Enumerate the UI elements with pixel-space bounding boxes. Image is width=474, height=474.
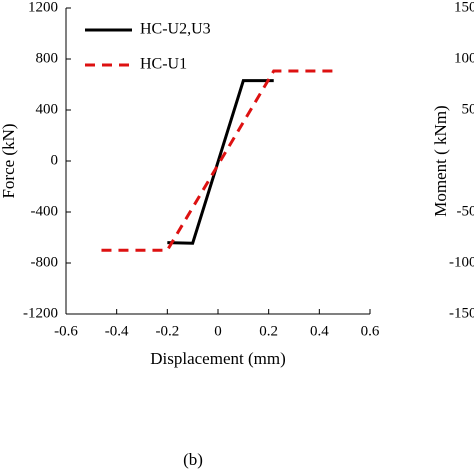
y-tick-label: 400 — [36, 101, 59, 117]
y-tick-label: 0 — [51, 152, 59, 168]
y-tick-label: 1200 — [28, 0, 58, 15]
legend-label: HC-U1 — [140, 56, 187, 73]
y-tick-label: -1000 — [449, 254, 474, 270]
y-tick-label: 1500 — [454, 0, 474, 15]
series-line — [167, 79, 274, 245]
legend-label: HC-U2,U3 — [140, 21, 211, 38]
y-tick-label: 500 — [462, 101, 474, 117]
x-tick-label: -0.6 — [54, 323, 78, 339]
x-tick-label: -0.4 — [105, 323, 129, 339]
x-tick-label: 0 — [214, 323, 222, 339]
x-axis-title: Displacement (mm) — [150, 349, 286, 368]
caption: (b) — [183, 450, 203, 469]
x-tick-label: -0.2 — [155, 323, 179, 339]
y-tick-label: 800 — [36, 50, 59, 66]
y-tick-label: 1000 — [454, 50, 474, 66]
y-axis-title: Force (kN) — [0, 123, 18, 198]
y-tick-label: -800 — [31, 254, 59, 270]
x-tick-label: 0.6 — [361, 323, 380, 339]
y-tick-label: -400 — [31, 203, 59, 219]
y-tick-label: -1200 — [23, 305, 58, 321]
x-tick-label: 0.4 — [310, 323, 329, 339]
y-tick-label: -500 — [457, 203, 474, 219]
series-line — [101, 69, 335, 252]
y-axis-title: Moment ( kNm) — [431, 105, 450, 216]
x-tick-label: 0.2 — [259, 323, 278, 339]
y-tick-label: -1500 — [449, 305, 474, 321]
